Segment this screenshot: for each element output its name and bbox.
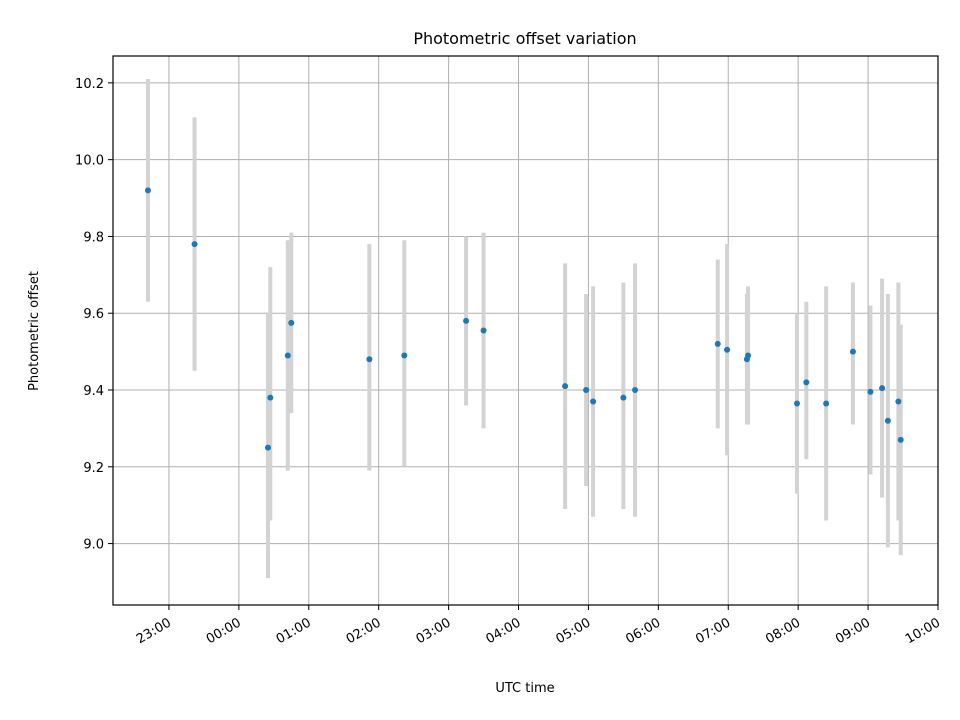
data-point [264,444,271,451]
data-point [884,417,891,424]
data-point [879,385,886,392]
data-point [895,398,902,405]
data-point [794,400,801,407]
data-point [897,436,904,443]
data-point [366,356,373,363]
data-point [267,394,274,401]
data-point [803,379,810,386]
data-point [562,383,569,390]
data-point [144,187,151,194]
data-point [288,319,295,326]
y-tick-label: 10.0 [75,154,104,169]
data-point [823,400,830,407]
y-tick-label: 9.2 [83,461,104,476]
y-tick-label: 9.8 [83,230,104,245]
plot-frame [112,55,939,606]
chart-title: Photometric offset variation [413,29,636,48]
y-tick-label: 9.6 [83,307,104,322]
x-axis-label: UTC time [495,681,554,696]
y-axis-label: Photometric offset [27,271,42,391]
y-axis-ticks: 9.0 9.2 9.4 9.6 9.8 10.0 10.2 [75,77,113,553]
data-point [463,317,470,324]
y-tick-label: 9.4 [83,384,104,399]
data-point [284,352,291,359]
data-point [590,398,597,405]
data-points [144,187,904,451]
data-point [401,352,408,359]
data-point [849,348,856,355]
data-point [620,394,627,401]
data-point [745,352,752,359]
data-point [632,387,639,394]
data-point [724,346,731,353]
data-point [583,387,590,394]
data-point [480,327,487,334]
y-tick-label: 9.0 [83,538,104,553]
data-point [191,241,198,248]
data-point [714,340,721,347]
data-point [867,388,874,395]
y-tick-label: 10.2 [75,77,104,92]
